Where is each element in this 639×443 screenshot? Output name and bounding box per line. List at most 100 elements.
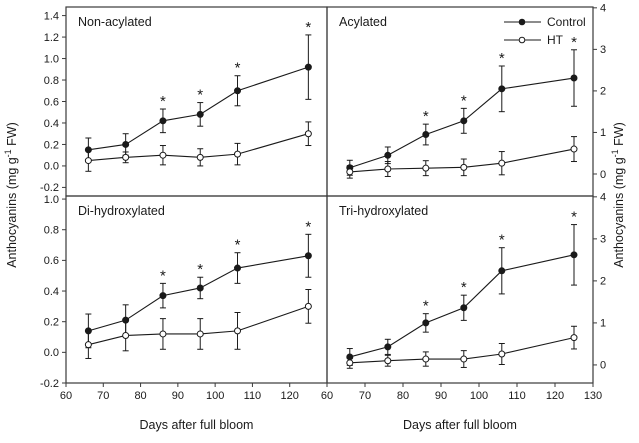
y-tick-label: 0.0 — [44, 347, 59, 359]
x-tick-label: 90 — [172, 390, 184, 402]
filled-circle — [570, 251, 578, 259]
filled-circle — [234, 87, 242, 95]
x-tick-label: 80 — [134, 390, 146, 402]
y-axis-ticks: 1.0 0.8 0.6 0.4 0.2 0.0 -0.2 — [40, 194, 66, 390]
open-circle — [346, 359, 354, 367]
panel-frame — [326, 195, 594, 384]
filled-circle — [422, 319, 430, 327]
filled-circle — [196, 110, 204, 118]
open-circle — [570, 334, 578, 342]
significance-star: * — [423, 108, 429, 125]
y-axis-ticks: 4 3 2 1 0 — [593, 192, 606, 372]
significance-star: * — [197, 261, 203, 278]
open-circle — [196, 153, 204, 161]
significance-stars: * * * * — [160, 19, 311, 110]
y-axis-label-left: Anthocyanins (mg g-1 FW) — [3, 122, 19, 268]
x-tick-label: 120 — [281, 390, 299, 402]
filled-circle — [122, 140, 130, 148]
y-tick-label: 0.0 — [44, 161, 59, 173]
significance-star: * — [571, 34, 577, 51]
legend-open-circle-icon — [518, 36, 526, 44]
series-ht — [84, 121, 312, 172]
y-tick-label: 3 — [600, 44, 606, 56]
error-bars — [85, 121, 312, 172]
open-circle — [422, 164, 430, 172]
y-tick-label: 0.8 — [44, 75, 59, 87]
filled-circle — [460, 304, 468, 312]
y-axis-ticks: 1.4 1.2 1.0 0.8 0.6 0.4 0.2 0.0 -0.2 — [40, 10, 66, 194]
filled-circle — [498, 85, 506, 93]
error-bars — [85, 289, 312, 359]
open-circle — [304, 130, 312, 138]
significance-stars: * * * * — [160, 218, 311, 284]
series-line-ht — [88, 305, 309, 346]
series-ht — [346, 325, 578, 369]
series-markers-control — [346, 251, 578, 361]
y-tick-label: 0.4 — [44, 118, 59, 130]
significance-stars: * * * * — [423, 34, 577, 125]
open-circle — [196, 330, 204, 338]
filled-circle — [460, 117, 468, 125]
legend-label: Control — [547, 15, 586, 29]
x-tick-label: 130 — [584, 390, 602, 402]
y-tick-label: 0.2 — [44, 316, 59, 328]
series-markers-ht — [84, 302, 312, 349]
filled-circle — [196, 284, 204, 292]
panel-title: Acylated — [339, 15, 387, 29]
series-line-control — [88, 255, 309, 332]
y-tick-label: 2 — [600, 276, 606, 288]
x-tick-label: 110 — [508, 390, 526, 402]
series-line-control — [349, 77, 575, 169]
filled-circle — [159, 292, 167, 300]
series-line-ht — [349, 148, 575, 173]
open-circle — [498, 159, 506, 167]
filled-circle — [384, 151, 392, 159]
error-bars — [346, 325, 577, 369]
series-line-control — [349, 254, 575, 358]
filled-circle — [234, 264, 242, 272]
open-circle — [159, 330, 167, 338]
significance-star: * — [160, 267, 166, 284]
filled-circle — [422, 131, 430, 139]
significance-star: * — [571, 209, 577, 226]
open-circle — [384, 357, 392, 365]
x-tick-label: 60 — [321, 390, 333, 402]
x-tick-label: 110 — [244, 390, 262, 402]
legend-label: HT — [547, 33, 564, 47]
series-ht — [84, 289, 312, 359]
open-circle — [304, 302, 312, 310]
y-axis-label-right: Anthocyanins (mg g-1 FW) — [610, 122, 626, 268]
open-circle — [84, 341, 92, 349]
y-tick-label: 1 — [600, 318, 606, 330]
y-tick-label: 1.0 — [44, 194, 59, 206]
filled-circle — [304, 63, 312, 71]
series-ht — [346, 136, 578, 179]
significance-star: * — [499, 232, 505, 249]
series-line-ht — [349, 337, 575, 364]
series-control — [84, 233, 312, 349]
x-tick-label: 120 — [546, 390, 564, 402]
x-tick-label: 90 — [435, 390, 447, 402]
y-tick-label: 0.6 — [44, 255, 59, 267]
filled-circle — [570, 74, 578, 82]
error-bars — [346, 49, 577, 176]
panel-title: Non-acylated — [78, 15, 152, 29]
filled-circle — [304, 252, 312, 260]
x-tick-label: 70 — [359, 390, 371, 402]
y-axis-ticks: 4 3 2 1 0 — [593, 3, 606, 181]
legend: Control HT — [504, 15, 586, 47]
panel-non-acylated: 1.4 1.2 1.0 0.8 0.6 0.4 0.2 0.0 -0.2 Non-acylated… — [40, 6, 328, 197]
open-circle — [422, 355, 430, 363]
y-tick-label: 0.6 — [44, 96, 59, 108]
panel-di-hydroxylated: 1.0 0.8 0.6 0.4 0.2 0.0 -0.260 70 80 90 100 110 120 D… — [40, 194, 328, 432]
significance-star: * — [235, 237, 241, 254]
significance-star: * — [235, 60, 241, 77]
y-tick-label: 0.2 — [44, 139, 59, 151]
y-tick-label: 4 — [600, 3, 606, 15]
series-control — [346, 224, 578, 366]
open-circle — [122, 331, 130, 339]
y-tick-label: 3 — [600, 234, 606, 246]
open-circle — [234, 327, 242, 335]
